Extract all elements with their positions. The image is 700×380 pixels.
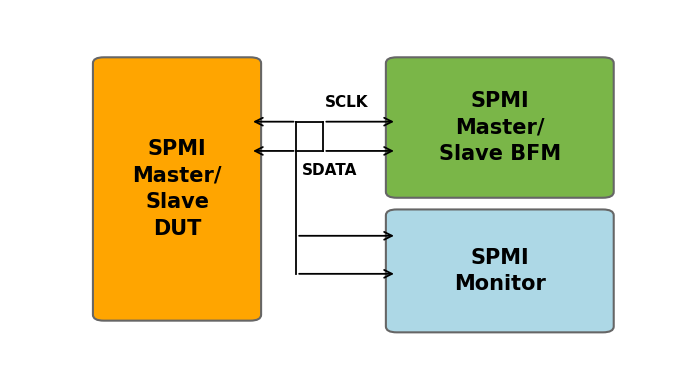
Text: SPMI
Monitor: SPMI Monitor (454, 248, 546, 294)
Text: SPMI
Master/
Slave BFM: SPMI Master/ Slave BFM (439, 91, 561, 164)
FancyBboxPatch shape (386, 57, 614, 198)
Text: SPMI
Master/
Slave
DUT: SPMI Master/ Slave DUT (132, 139, 222, 239)
FancyBboxPatch shape (386, 209, 614, 332)
Text: SCLK: SCLK (325, 95, 368, 110)
FancyBboxPatch shape (93, 57, 261, 321)
Text: SDATA: SDATA (302, 163, 357, 177)
